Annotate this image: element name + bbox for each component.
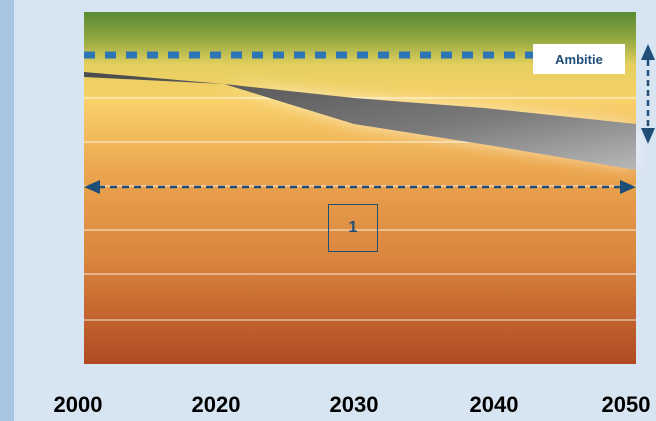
range-arrow-right-head <box>620 180 636 194</box>
range-marker-box: 1 <box>328 204 378 252</box>
x-label-2050: 2050 <box>601 392 651 417</box>
gap-arrow-bottom-head <box>641 128 655 144</box>
x-label-2000: 2000 <box>53 392 103 417</box>
range-marker-label: 1 <box>348 219 358 236</box>
trajectory-wedge <box>84 72 636 170</box>
x-label-2020: 2020 <box>191 392 241 417</box>
gap-arrow-top-head <box>641 44 655 60</box>
x-label-2030: 2030 <box>329 392 379 417</box>
x-label-2040: 2040 <box>469 392 519 417</box>
range-arrow-left-head <box>84 180 100 194</box>
ambition-label: Ambitie <box>533 44 625 74</box>
